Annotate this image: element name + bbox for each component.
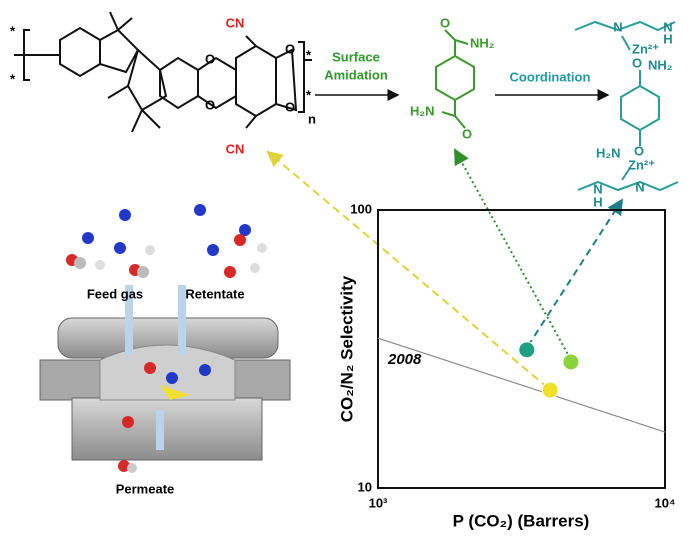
- atom: N: [663, 19, 672, 34]
- y-tick-label: 10: [358, 479, 372, 494]
- y-axis-title: CO₂/N₂ Selectivity: [337, 275, 356, 422]
- chain-end: *: [10, 23, 16, 38]
- link-arrow: [527, 198, 624, 347]
- data-point: [518, 341, 536, 359]
- membrane-module: [39, 285, 291, 461]
- complex-structure: [574, 20, 679, 192]
- atom: H₂N: [410, 103, 435, 118]
- y-tick-label: 100: [350, 201, 372, 216]
- step-label: Coordination: [510, 69, 591, 84]
- atom: H₂N: [596, 145, 621, 160]
- atom: H: [663, 31, 672, 46]
- chain-end: *: [306, 87, 312, 102]
- amide-structure: [435, 29, 475, 129]
- oxygen: O: [205, 51, 215, 66]
- chain-end: *: [10, 71, 16, 86]
- step-label: Amidation: [324, 67, 388, 82]
- cyano-group: CN: [226, 141, 245, 156]
- link-arrow: [454, 148, 571, 359]
- atom: H: [593, 194, 602, 209]
- stream-label: Feed gas: [87, 286, 143, 301]
- upper-bound-line: [377, 337, 666, 433]
- atom: O: [440, 15, 450, 30]
- x-axis-title: P (CO₂) (Barrers): [453, 511, 590, 530]
- atom: O: [632, 55, 642, 70]
- data-point: [562, 353, 580, 371]
- cyano-group: CN: [226, 15, 245, 30]
- atom: N: [613, 19, 622, 34]
- oxygen: O: [285, 99, 295, 114]
- link-arrow: [266, 150, 549, 389]
- atom: NH₂: [648, 57, 673, 72]
- oxygen: O: [285, 41, 295, 56]
- data-point: [541, 381, 559, 399]
- x-tick-label: 10⁴: [655, 495, 676, 510]
- repeat-unit: n: [308, 111, 316, 126]
- chain-end: *: [306, 47, 312, 62]
- atom: NH₂: [470, 35, 495, 50]
- metal-ion: Zn²⁺: [632, 41, 659, 56]
- oxygen: O: [205, 97, 215, 112]
- line-label: 2008: [387, 351, 422, 368]
- plot: P (CO₂) (Barrers) CO₂/N₂ Selectivity 10³…: [337, 201, 675, 530]
- stream-label: Permeate: [116, 481, 175, 496]
- metal-ion: Zn²⁺: [628, 157, 655, 172]
- atom: O: [634, 143, 644, 158]
- gas-molecules: [66, 204, 267, 473]
- polymer: [14, 11, 312, 133]
- atom: O: [462, 126, 472, 141]
- step-label: Surface: [332, 49, 380, 64]
- x-tick-label: 10³: [369, 495, 388, 510]
- atom: N: [593, 181, 602, 196]
- atom: N: [635, 179, 644, 194]
- plot-frame: [377, 209, 666, 489]
- stream-label: Retentate: [185, 286, 244, 301]
